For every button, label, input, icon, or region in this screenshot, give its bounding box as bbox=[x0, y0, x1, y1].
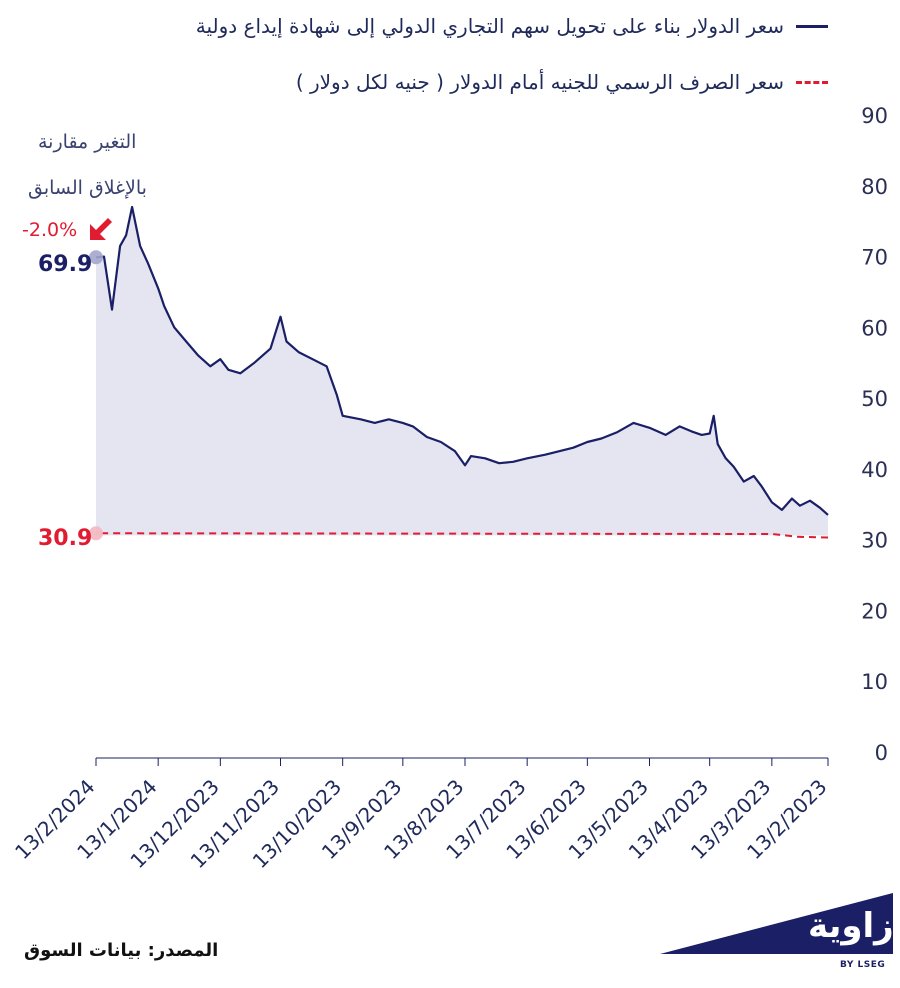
series-a-area bbox=[96, 207, 828, 536]
logo-mark bbox=[660, 893, 893, 954]
legend-item-series-a: سعر الدولار بناء على تحويل سهم التجاري ا… bbox=[196, 14, 828, 38]
callout-series-b: 30.9 bbox=[38, 526, 93, 551]
annotation-line1: التغير مقارنة bbox=[38, 131, 137, 153]
source-note: المصدر: بيانات السوق bbox=[24, 940, 219, 961]
y-tick-label: 50 bbox=[861, 387, 888, 411]
area-layer bbox=[96, 207, 828, 536]
logo-subtext: BY LSEG bbox=[840, 960, 886, 970]
y-tick-label: 70 bbox=[861, 246, 888, 270]
legend-item-series-b: سعر الصرف الرسمي للجنيه أمام الدولار ( ج… bbox=[296, 70, 828, 94]
change-value: -2.0% bbox=[22, 219, 78, 241]
callout-series-a: 69.9 bbox=[38, 252, 93, 277]
logo-text: زاوية bbox=[808, 906, 894, 946]
series-a-line bbox=[95, 205, 829, 516]
y-tick-label: 60 bbox=[861, 316, 888, 340]
y-tick-label: 30 bbox=[861, 529, 888, 553]
arrow-down-left-icon bbox=[90, 218, 112, 240]
end-markers bbox=[89, 250, 103, 541]
axis-layer bbox=[95, 757, 829, 766]
legend-swatch-solid bbox=[796, 24, 828, 28]
annotation-line2: بالإغلاق السابق bbox=[28, 177, 147, 199]
legend-label-series-b: سعر الصرف الرسمي للجنيه أمام الدولار ( ج… bbox=[295, 70, 784, 94]
y-tick-label: 0 bbox=[875, 741, 888, 765]
series-a-end-marker bbox=[89, 250, 103, 265]
line-layer bbox=[95, 205, 829, 539]
series-b-end-marker bbox=[89, 526, 103, 541]
y-tick-label: 20 bbox=[861, 599, 888, 623]
y-tick-label: 10 bbox=[861, 670, 888, 694]
y-tick-label: 40 bbox=[861, 458, 888, 482]
legend-swatch-dashed bbox=[796, 80, 828, 84]
series-b-line bbox=[96, 532, 829, 539]
y-tick-label: 80 bbox=[861, 175, 888, 199]
logo-wedge bbox=[660, 893, 893, 954]
legend-label-series-a: سعر الدولار بناء على تحويل سهم التجاري ا… bbox=[195, 14, 784, 38]
y-tick-label: 90 bbox=[861, 104, 888, 128]
